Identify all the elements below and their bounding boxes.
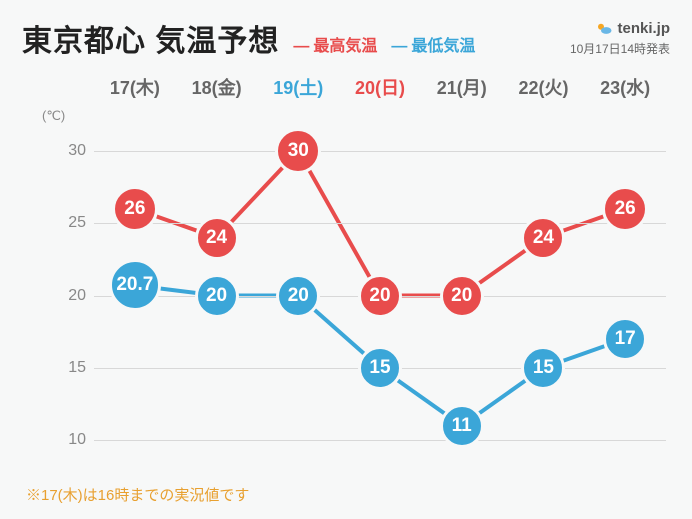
plot-area: 10152025302624302020242620.7202015111517 (94, 122, 666, 469)
low-marker: 15 (358, 346, 402, 390)
day-label: 20(日) (339, 74, 421, 100)
low-marker: 20.7 (109, 259, 161, 311)
day-label: 18(金) (176, 74, 258, 100)
y-axis-unit: (℃) (42, 108, 65, 124)
brand-block: tenki.jp 10月17日14時発表 (570, 20, 670, 57)
gridline (94, 223, 666, 224)
title-wrap: 東京都心 気温予想 最高気温 最低気温 (22, 16, 475, 60)
legend-high: 最高気温 (293, 32, 377, 56)
y-tick: 15 (52, 359, 86, 377)
page-title: 東京都心 気温予想 (22, 16, 279, 60)
publish-timestamp: 10月17日14時発表 (570, 40, 670, 57)
day-label: 22(火) (503, 74, 585, 100)
footnote: ※17(木)は16時までの実況値です (26, 484, 249, 505)
low-marker: 15 (521, 346, 565, 390)
day-label: 19(土) (257, 74, 339, 100)
high-marker: 24 (521, 216, 565, 260)
brand-name: tenki.jp (617, 20, 670, 37)
low-marker: 11 (440, 404, 484, 448)
gridline (94, 440, 666, 441)
chart: 17(木)18(金)19(土)20(日)21(月)22(火)23(水) (℃) … (30, 74, 666, 469)
low-marker: 20 (195, 274, 239, 318)
high-marker: 30 (275, 128, 321, 174)
high-marker: 20 (358, 274, 402, 318)
low-marker: 20 (276, 274, 320, 318)
y-tick: 30 (52, 142, 86, 160)
low-marker: 17 (603, 317, 647, 361)
high-marker: 26 (112, 186, 158, 232)
day-label: 21(月) (421, 74, 503, 100)
y-tick: 10 (52, 431, 86, 449)
brand-logo: tenki.jp (570, 20, 670, 38)
day-label: 23(水) (584, 74, 666, 100)
day-label: 17(木) (94, 74, 176, 100)
legend-low: 最低気温 (391, 32, 475, 56)
high-marker: 26 (602, 186, 648, 232)
high-marker: 20 (440, 274, 484, 318)
x-axis-days: 17(木)18(金)19(土)20(日)21(月)22(火)23(水) (94, 74, 666, 100)
gridline (94, 151, 666, 152)
sun-cloud-icon (595, 20, 613, 38)
y-tick: 25 (52, 214, 86, 232)
header: 東京都心 気温予想 最高気温 最低気温 tenki.jp 10月17日14時発表 (0, 0, 692, 68)
legend: 最高気温 最低気温 (293, 32, 475, 56)
high-marker: 24 (195, 216, 239, 260)
y-tick: 20 (52, 287, 86, 305)
